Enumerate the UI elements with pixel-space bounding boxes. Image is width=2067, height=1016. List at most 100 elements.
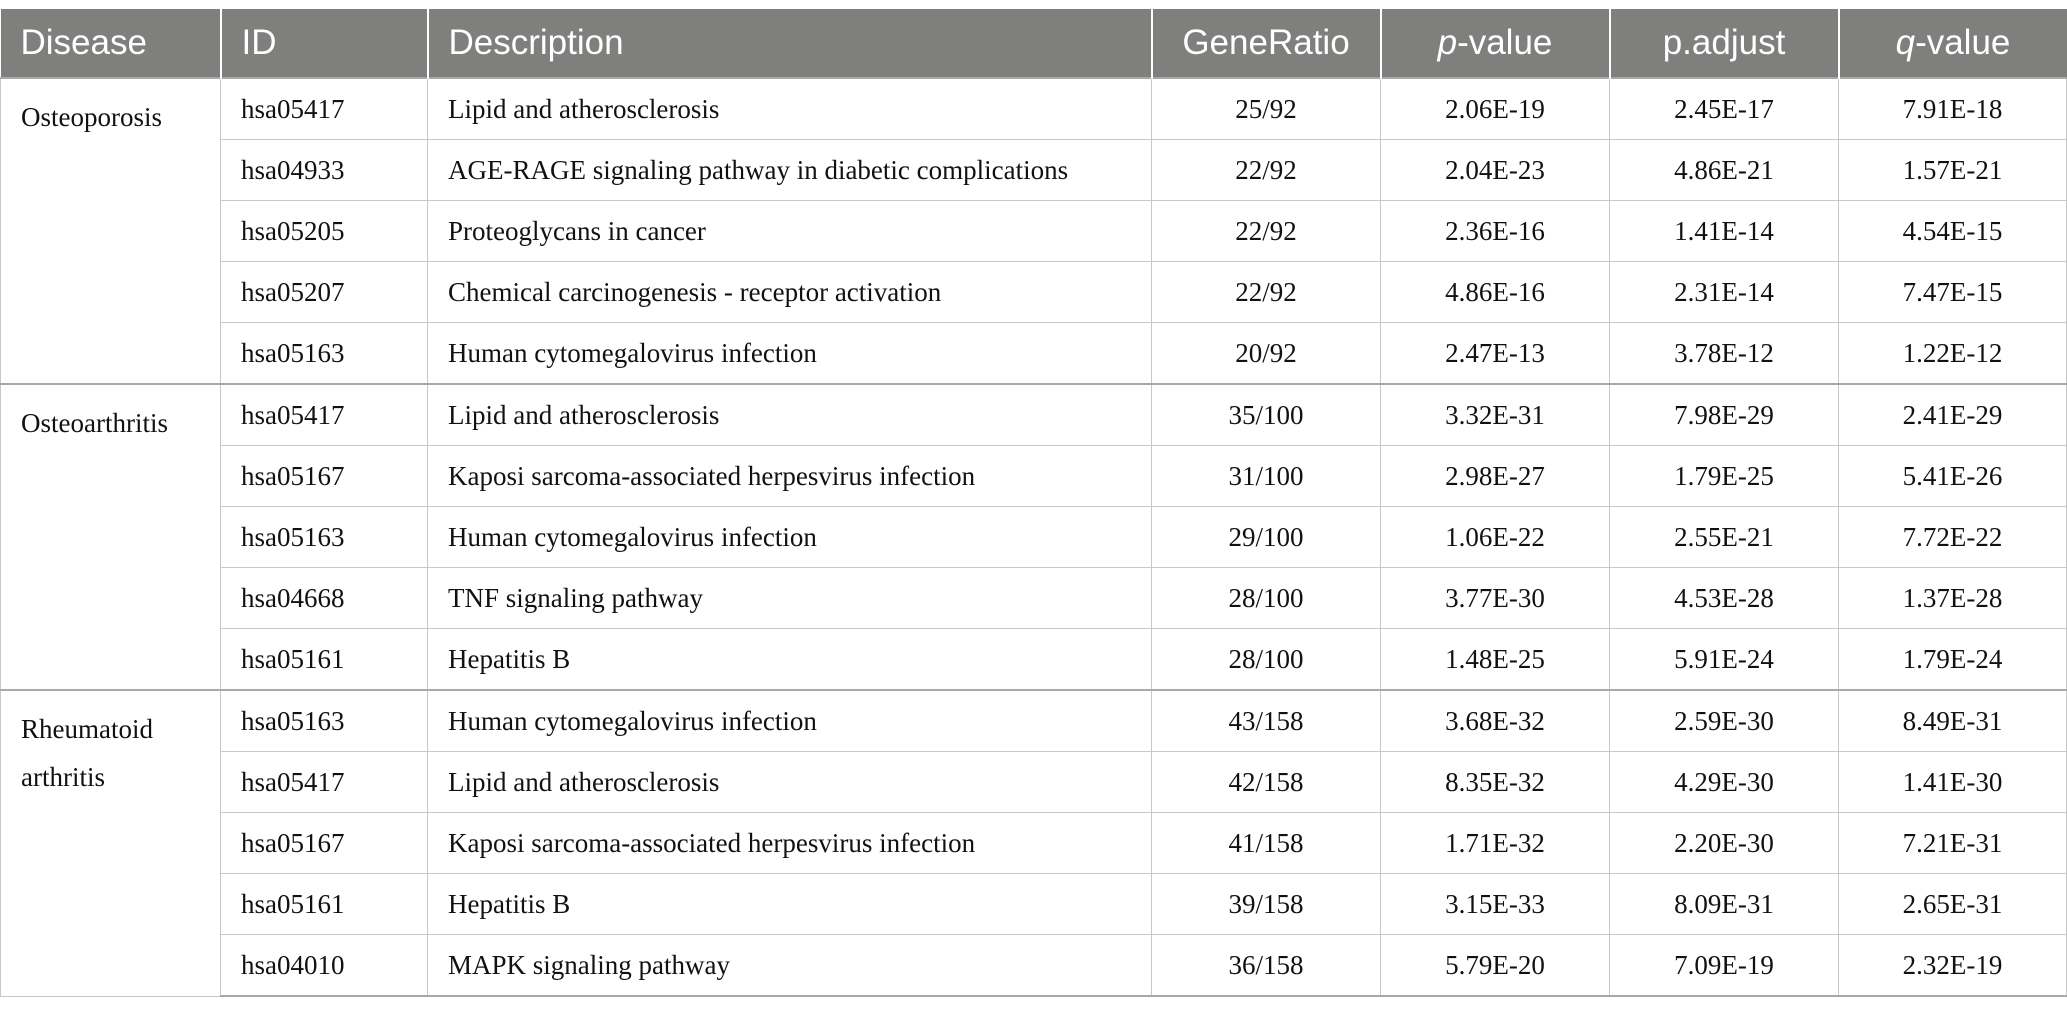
cell-qvalue: 2.32E-19 bbox=[1838, 934, 2067, 997]
cell-qvalue: 1.41E-30 bbox=[1838, 751, 2067, 813]
cell-generatio: 25/92 bbox=[1151, 77, 1381, 140]
cell-id: hsa05161 bbox=[220, 873, 428, 935]
table-row: hsa05161 Hepatitis B 28/100 1.48E-25 5.91E-2… bbox=[1, 628, 2067, 691]
cell-id: hsa05163 bbox=[220, 506, 428, 568]
cell-id: hsa04933 bbox=[220, 139, 428, 201]
cell-pvalue: 3.77E-30 bbox=[1380, 567, 1610, 629]
cell-pvalue: 8.35E-32 bbox=[1380, 751, 1610, 813]
table-row: hsa04933 AGE-RAGE signaling pathway in di… bbox=[1, 139, 2067, 201]
table-row: hsa05161 Hepatitis B 39/158 3.15E-33 8.09E-3… bbox=[1, 873, 2067, 935]
cell-pvalue: 1.06E-22 bbox=[1380, 506, 1610, 568]
header-pvalue-suffix: -value bbox=[1457, 23, 1553, 62]
cell-disease: Rheumatoid arthritis bbox=[0, 689, 221, 997]
cell-disease: Osteoarthritis bbox=[0, 383, 221, 691]
cell-qvalue: 1.22E-12 bbox=[1838, 322, 2067, 385]
table-row: hsa05417 Lipid and atherosclerosis 42/158 8… bbox=[1, 751, 2067, 813]
header-qvalue: q-value bbox=[1838, 9, 2067, 78]
cell-description: Chemical carcinogenesis - receptor activ… bbox=[427, 261, 1152, 323]
cell-description: Lipid and atherosclerosis bbox=[427, 77, 1152, 140]
cell-qvalue: 1.79E-24 bbox=[1838, 628, 2067, 691]
header-qvalue-symbol: q bbox=[1895, 23, 1916, 62]
cell-generatio: 41/158 bbox=[1151, 812, 1381, 874]
cell-padjust: 4.86E-21 bbox=[1609, 139, 1839, 201]
cell-description: AGE-RAGE signaling pathway in diabetic c… bbox=[427, 139, 1152, 201]
kegg-enrichment-table: Disease ID Description GeneRatio p-value… bbox=[0, 9, 2067, 997]
table-row: Osteoporosis hsa05417 Lipid and atheroscle… bbox=[0, 77, 2067, 385]
cell-description: Hepatitis B bbox=[427, 873, 1152, 935]
cell-padjust: 2.59E-30 bbox=[1609, 689, 1839, 752]
cell-generatio: 20/92 bbox=[1151, 322, 1381, 385]
cell-generatio: 28/100 bbox=[1151, 567, 1381, 629]
cell-pvalue: 2.04E-23 bbox=[1380, 139, 1610, 201]
cell-description: Proteoglycans in cancer bbox=[427, 200, 1152, 262]
cell-generatio: 28/100 bbox=[1151, 628, 1381, 691]
cell-padjust: 2.31E-14 bbox=[1609, 261, 1839, 323]
cell-id: hsa04010 bbox=[220, 934, 428, 997]
cell-pvalue: 1.71E-32 bbox=[1380, 812, 1610, 874]
cell-id: hsa05205 bbox=[220, 200, 428, 262]
cell-generatio: 42/158 bbox=[1151, 751, 1381, 813]
kegg-enrichment-table-container: Disease ID Description GeneRatio p-value… bbox=[0, 9, 2067, 997]
cell-id: hsa05163 bbox=[220, 689, 428, 752]
cell-generatio: 35/100 bbox=[1151, 383, 1381, 446]
header-pvalue: p-value bbox=[1380, 9, 1611, 78]
cell-padjust: 3.78E-12 bbox=[1609, 322, 1839, 385]
header-id: ID bbox=[220, 9, 429, 78]
cell-disease: Osteoporosis bbox=[0, 77, 221, 385]
cell-id: hsa05207 bbox=[220, 261, 428, 323]
table-row: hsa04010 MAPK signaling pathway 36/158 5.79… bbox=[1, 934, 2067, 997]
cell-padjust: 5.91E-24 bbox=[1609, 628, 1839, 691]
cell-description: Hepatitis B bbox=[427, 628, 1152, 691]
cell-id: hsa05167 bbox=[220, 812, 428, 874]
cell-generatio: 22/92 bbox=[1151, 261, 1381, 323]
cell-pvalue: 3.32E-31 bbox=[1380, 383, 1610, 446]
cell-generatio: 39/158 bbox=[1151, 873, 1381, 935]
table-row: hsa05205 Proteoglycans in cancer 22/92 2.36… bbox=[1, 200, 2067, 262]
cell-pvalue: 4.86E-16 bbox=[1380, 261, 1610, 323]
header-generatio: GeneRatio bbox=[1151, 9, 1382, 78]
cell-qvalue: 7.91E-18 bbox=[1838, 77, 2067, 140]
cell-description: Kaposi sarcoma-associated herpesvirus in… bbox=[427, 812, 1152, 874]
cell-generatio: 29/100 bbox=[1151, 506, 1381, 568]
cell-qvalue: 7.21E-31 bbox=[1838, 812, 2067, 874]
cell-pvalue: 2.47E-13 bbox=[1380, 322, 1610, 385]
cell-qvalue: 7.47E-15 bbox=[1838, 261, 2067, 323]
cell-id: hsa05167 bbox=[220, 445, 428, 507]
cell-generatio: 31/100 bbox=[1151, 445, 1381, 507]
cell-pvalue: 1.48E-25 bbox=[1380, 628, 1610, 691]
cell-qvalue: 8.49E-31 bbox=[1838, 689, 2067, 752]
cell-description: TNF signaling pathway bbox=[427, 567, 1152, 629]
cell-padjust: 8.09E-31 bbox=[1609, 873, 1839, 935]
cell-padjust: 1.41E-14 bbox=[1609, 200, 1839, 262]
cell-id: hsa05417 bbox=[220, 77, 428, 140]
header-row: Disease ID Description GeneRatio p-value… bbox=[0, 9, 2067, 78]
cell-padjust: 4.53E-28 bbox=[1609, 567, 1839, 629]
table-row: hsa05207 Chemical carcinogenesis - recept… bbox=[1, 261, 2067, 323]
cell-qvalue: 1.37E-28 bbox=[1838, 567, 2067, 629]
cell-pvalue: 3.68E-32 bbox=[1380, 689, 1610, 752]
cell-description: Human cytomegalovirus infection bbox=[427, 322, 1152, 385]
header-pvalue-symbol: p bbox=[1437, 23, 1458, 62]
cell-description: Kaposi sarcoma-associated herpesvirus in… bbox=[427, 445, 1152, 507]
cell-generatio: 22/92 bbox=[1151, 139, 1381, 201]
cell-id: hsa05163 bbox=[220, 322, 428, 385]
cell-qvalue: 5.41E-26 bbox=[1838, 445, 2067, 507]
table-row: hsa05163 Human cytomegalovirus infection 2… bbox=[1, 322, 2067, 385]
table-row: hsa05163 Human cytomegalovirus infection 2… bbox=[1, 506, 2067, 568]
cell-generatio: 22/92 bbox=[1151, 200, 1381, 262]
cell-qvalue: 4.54E-15 bbox=[1838, 200, 2067, 262]
cell-padjust: 2.45E-17 bbox=[1609, 77, 1839, 140]
cell-pvalue: 2.36E-16 bbox=[1380, 200, 1610, 262]
cell-pvalue: 3.15E-33 bbox=[1380, 873, 1610, 935]
table-row: Osteoarthritis hsa05417 Lipid and atherosc… bbox=[0, 383, 2067, 691]
table-row: Rheumatoid arthritis hsa05163 Human cytome… bbox=[0, 689, 2067, 997]
cell-description: Human cytomegalovirus infection bbox=[427, 689, 1152, 752]
cell-description: Human cytomegalovirus infection bbox=[427, 506, 1152, 568]
cell-id: hsa05417 bbox=[220, 383, 428, 446]
cell-generatio: 43/158 bbox=[1151, 689, 1381, 752]
header-disease: Disease bbox=[0, 9, 222, 78]
table-body: Osteoporosis hsa05417 Lipid and atheroscle… bbox=[0, 77, 2067, 997]
cell-pvalue: 5.79E-20 bbox=[1380, 934, 1610, 997]
cell-id: hsa05417 bbox=[220, 751, 428, 813]
cell-padjust: 1.79E-25 bbox=[1609, 445, 1839, 507]
